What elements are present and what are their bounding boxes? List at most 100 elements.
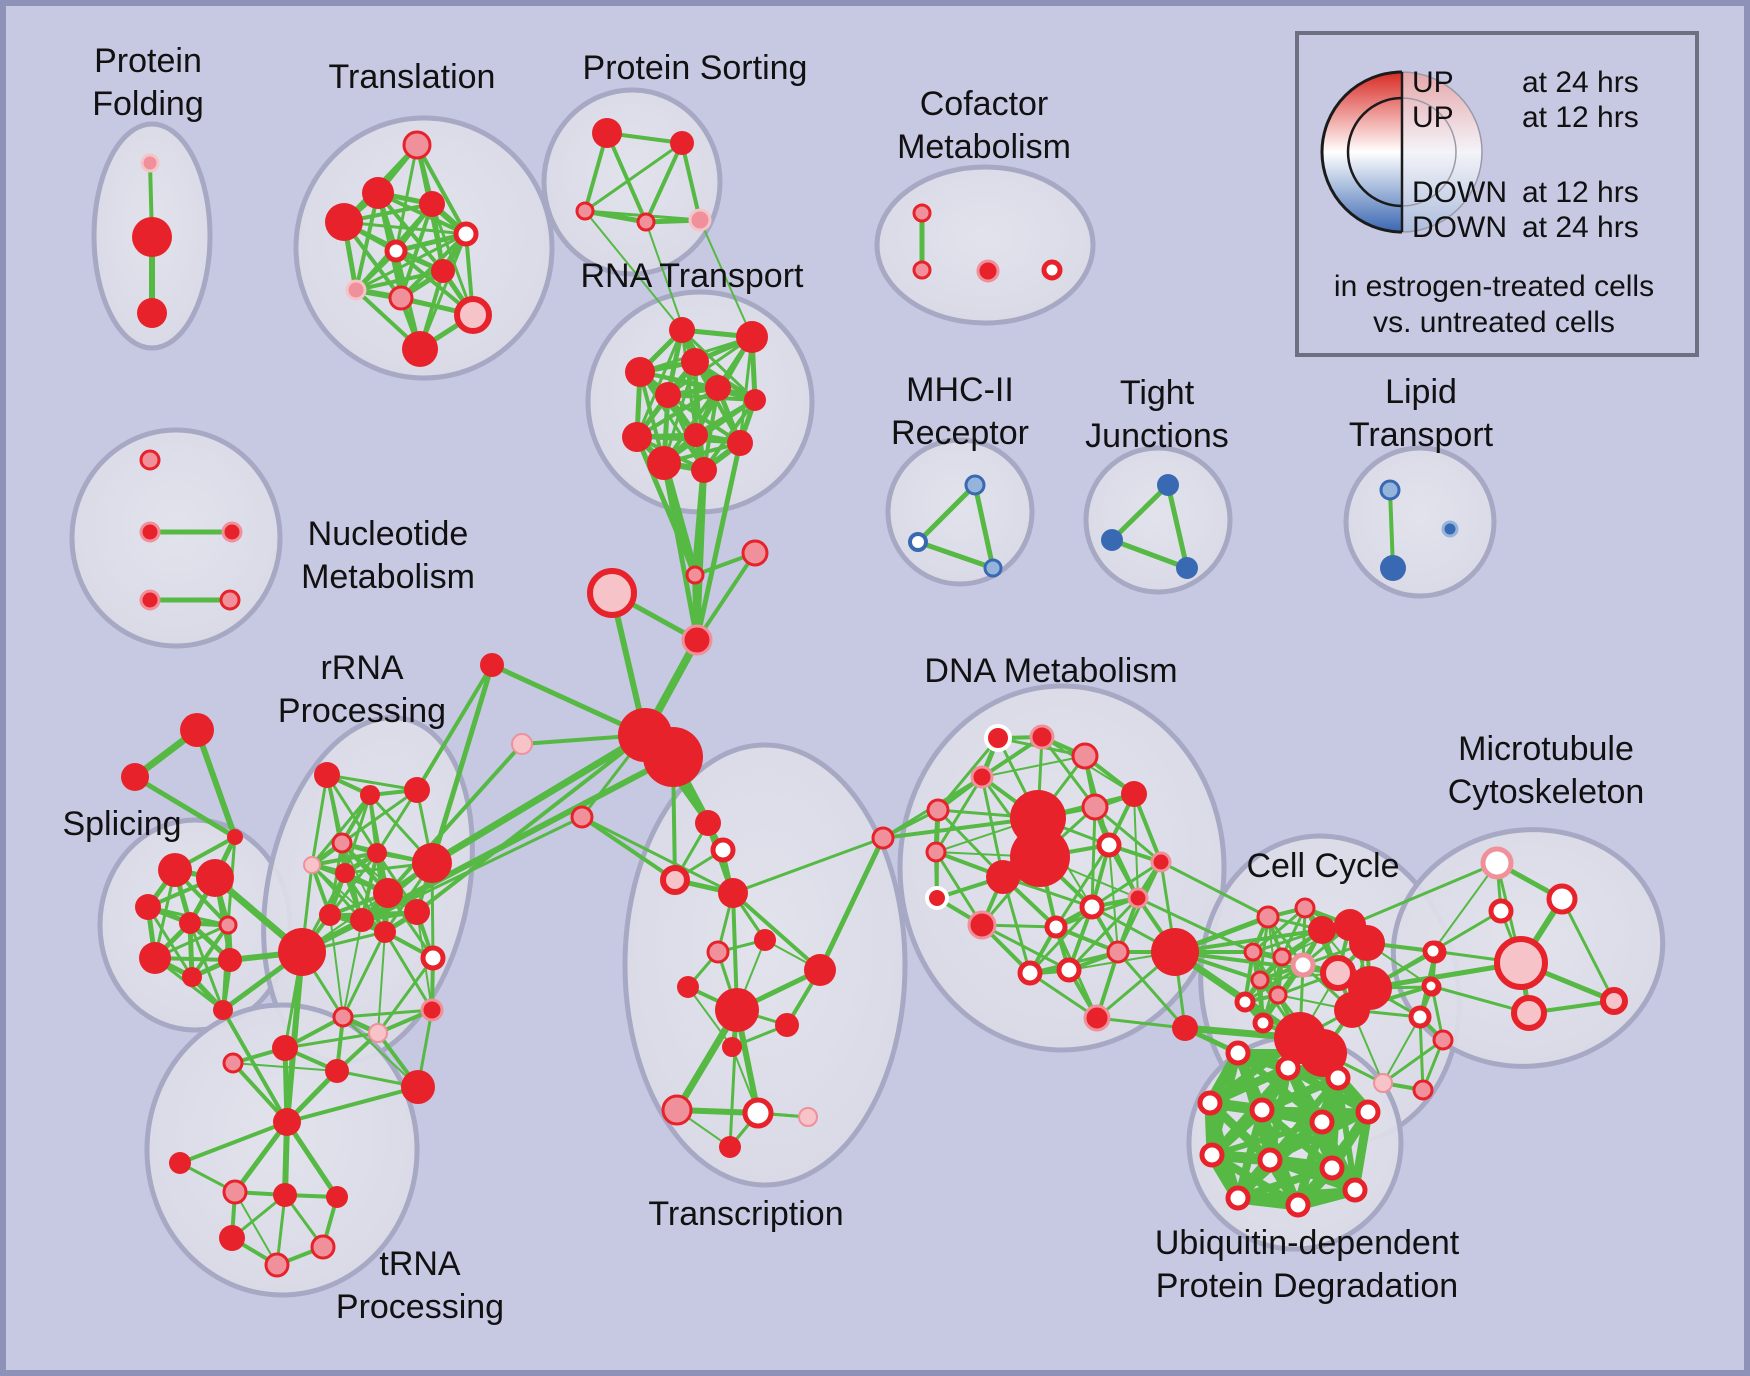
node-rrna-18 bbox=[368, 1023, 388, 1043]
node-dna-20 bbox=[1106, 940, 1130, 964]
node-transcription-14 bbox=[719, 1136, 741, 1158]
edge-rrna bbox=[340, 788, 419, 845]
edge-link-dna-cellcycle bbox=[1173, 928, 1324, 954]
node-ubiquitin-7 bbox=[1199, 1142, 1225, 1168]
cluster-label-line-tight-0: Tight bbox=[1120, 374, 1195, 412]
edge-splicing bbox=[194, 727, 238, 840]
edge-translation bbox=[354, 191, 380, 292]
node-ubiquitin-3 bbox=[1197, 1090, 1223, 1116]
edge-dna bbox=[1116, 950, 1187, 1030]
edge-proteinSorting bbox=[680, 141, 702, 222]
node-ubiquitin-8 bbox=[1257, 1147, 1283, 1173]
legend-direction-2: DOWN bbox=[1412, 176, 1507, 209]
cluster-label-line-cofactor-0: Cofactor bbox=[920, 85, 1049, 123]
edge-translation bbox=[415, 143, 468, 236]
edge-connectors bbox=[489, 662, 648, 738]
node-ubiquitin-1 bbox=[1275, 1055, 1301, 1081]
node-cellcycle-22 bbox=[1412, 1079, 1434, 1101]
edge-ubiquitin bbox=[1266, 1108, 1372, 1164]
node-dna-8 bbox=[1010, 827, 1070, 887]
node-translation-8 bbox=[388, 285, 414, 311]
node-translation-9 bbox=[454, 296, 492, 334]
edge-trna bbox=[178, 1120, 289, 1165]
edge-rnaTransport bbox=[738, 335, 754, 445]
node-translation-2 bbox=[419, 191, 445, 217]
cluster-boundary-nucleotide bbox=[69, 427, 283, 649]
legend-note-line-1: vs. untreated cells bbox=[1373, 306, 1615, 339]
cluster-label-line-microtubule-0: Microtubule bbox=[1458, 730, 1634, 768]
node-splicing-6 bbox=[179, 912, 201, 934]
node-translation-7 bbox=[345, 279, 367, 301]
node-dna-2 bbox=[1071, 742, 1099, 770]
node-rnaTransport-0 bbox=[669, 317, 695, 343]
node-cofactor-1 bbox=[912, 260, 932, 280]
node-cellcycle-0 bbox=[1256, 905, 1280, 929]
legend-outer-ring-left bbox=[1320, 70, 1403, 234]
node-rrna-2 bbox=[404, 777, 430, 803]
edge-rrna bbox=[341, 930, 387, 1019]
node-dna-3 bbox=[970, 765, 994, 789]
node-dna-23 bbox=[1172, 1015, 1198, 1041]
edge-rrna bbox=[310, 773, 329, 867]
node-transcription-11 bbox=[661, 1094, 693, 1126]
node-cellcycle-19 bbox=[1408, 1005, 1432, 1029]
edge-splicing bbox=[188, 921, 225, 1012]
node-rrna-14 bbox=[272, 1035, 298, 1061]
node-translation-5 bbox=[384, 239, 408, 263]
node-proteinSorting-0 bbox=[592, 118, 622, 148]
node-connectors-5 bbox=[643, 727, 703, 787]
node-dna-16 bbox=[1127, 887, 1149, 909]
node-transcription-12 bbox=[742, 1097, 774, 1129]
edge-tight bbox=[1165, 482, 1190, 571]
node-rrna-9 bbox=[319, 904, 341, 926]
edge-rrna bbox=[377, 931, 386, 1034]
cluster-labels: Protein Folding Translation Protein Sorting… bbox=[62, 42, 1644, 1326]
cluster-label-proteinFolding: Protein Folding bbox=[92, 42, 204, 123]
cluster-label-dna: DNA Metabolism bbox=[924, 652, 1177, 690]
node-cellcycle-9 bbox=[1308, 916, 1336, 944]
cluster-label-line-translation-0: Translation bbox=[329, 58, 496, 96]
edge-rrna bbox=[325, 773, 379, 855]
node-ubiquitin-12 bbox=[1342, 1177, 1368, 1203]
node-cellcycle-8 bbox=[1252, 1012, 1274, 1034]
edge-dna bbox=[1108, 844, 1119, 953]
node-connectors-9 bbox=[871, 826, 895, 850]
edge-link-connectors-rrna bbox=[386, 742, 524, 895]
node-rrna-6 bbox=[335, 863, 355, 883]
node-dna-9 bbox=[986, 860, 1020, 894]
node-rnaTransport-10 bbox=[647, 446, 681, 480]
node-rnaTransport-7 bbox=[622, 422, 652, 452]
node-microtubule-0 bbox=[1480, 846, 1514, 880]
edge-dna bbox=[1095, 1016, 1187, 1030]
node-nucleotide-3 bbox=[139, 589, 161, 611]
edge-dna bbox=[980, 923, 1071, 972]
edge-microtubule bbox=[1560, 897, 1616, 1003]
edge-ubiquitin bbox=[1335, 1075, 1358, 1193]
edge-rnaTransport bbox=[666, 335, 754, 397]
legend-outer-ring-right bbox=[1401, 71, 1483, 233]
edge-link-dna-cellcycle bbox=[1136, 896, 1255, 954]
edge-mhc bbox=[915, 539, 996, 571]
cluster-label-line-transcription-0: Transcription bbox=[648, 1195, 843, 1233]
node-ubiquitin-4 bbox=[1249, 1097, 1275, 1123]
edge-proteinSorting bbox=[583, 141, 684, 213]
node-trna-5 bbox=[219, 1225, 245, 1251]
node-transcription-8 bbox=[775, 1013, 799, 1037]
edge-link-connectors-transcription bbox=[580, 815, 735, 895]
node-splicing-3 bbox=[158, 853, 192, 887]
cluster-label-line-rrna-0: rRNA bbox=[320, 649, 403, 687]
node-transcription-5 bbox=[706, 940, 730, 964]
node-rrna-8 bbox=[373, 878, 403, 908]
edge-dna bbox=[934, 775, 984, 854]
node-dna-17 bbox=[1044, 915, 1068, 939]
node-connectors-8 bbox=[570, 805, 594, 829]
node-lipid-1 bbox=[1380, 555, 1406, 581]
legend-inner-ring-right bbox=[1401, 97, 1457, 207]
node-translation-1 bbox=[362, 177, 394, 209]
node-rrna-13 bbox=[278, 928, 326, 976]
edge-mhc bbox=[972, 482, 996, 571]
node-mhc-0 bbox=[964, 474, 986, 496]
legend-inner-ring-left bbox=[1346, 96, 1403, 208]
node-transcription-0 bbox=[695, 810, 721, 836]
cluster-label-line-proteinFolding-1: Folding bbox=[92, 85, 204, 123]
